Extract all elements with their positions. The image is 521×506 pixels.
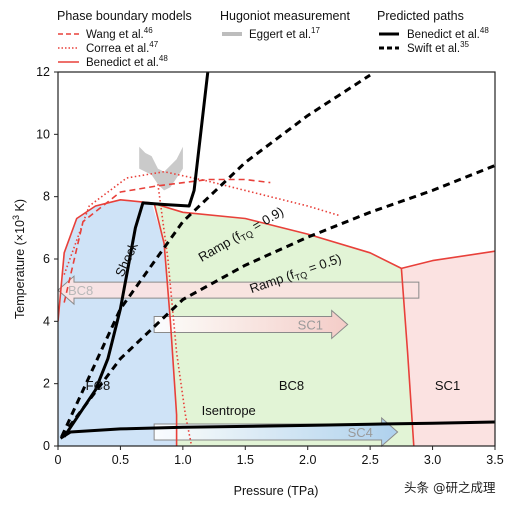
x-tick-label: 1.0	[174, 453, 191, 467]
path-ramp-0-9	[60, 73, 371, 438]
legend-label-correa: Correa et al.47	[86, 40, 159, 55]
x-tick-label: 2.5	[361, 453, 378, 467]
path-ramp-0-5	[60, 164, 495, 438]
boundary-correa-fc8-bc8	[157, 184, 193, 446]
y-axis-ticks: 0 2 4 6 8 10 12	[36, 65, 50, 453]
path-isentrope	[59, 420, 495, 440]
legend-group-predicted-paths: Predicted paths Benedict et al.48 Swift …	[377, 9, 489, 55]
x-axis-ticks: 0 0.5 1.0 1.5 2.0 2.5 3.0 3.5	[55, 453, 504, 467]
axis-tick-marks	[54, 71, 496, 450]
arrow-label-bc8: BC8	[68, 283, 93, 298]
hugoniot-band-group	[139, 146, 183, 191]
region-labels: FC8 BC8 SC1	[86, 378, 461, 393]
y-tick-label: 6	[43, 252, 50, 266]
x-axis-label: Pressure (TPa)	[234, 484, 319, 498]
legend-label-wang: Wang et al.46	[86, 26, 153, 41]
y-tick-label: 0	[43, 439, 50, 453]
legend-label-benedict-path: Benedict et al.48	[407, 26, 489, 41]
hugoniot-band-eggert	[139, 146, 183, 191]
legend-title-predicted-paths: Predicted paths	[377, 9, 464, 23]
region-label-bc8: BC8	[279, 378, 304, 393]
phase-transition-arrows: BC8 SC1 SC4	[57, 275, 420, 448]
arrow-label-sc1: SC1	[298, 317, 323, 332]
path-shock	[62, 72, 210, 438]
x-tick-label: 0	[55, 453, 62, 467]
y-tick-label: 12	[36, 65, 50, 79]
y-axis-label: Temperature (×103 K)	[11, 199, 27, 319]
x-tick-label: 0.5	[112, 453, 129, 467]
legend-label-swift-path: Swift et al.35	[407, 40, 470, 55]
legend-group-hugoniot: Hugoniot measurement Eggert et al.17	[220, 9, 350, 41]
legend-group-phase-boundaries: Phase boundary models Wang et al.46 Corr…	[57, 9, 192, 69]
y-tick-label: 10	[36, 127, 50, 141]
x-tick-label: 3.5	[486, 453, 503, 467]
legend: Phase boundary models Wang et al.46 Corr…	[57, 9, 489, 69]
path-label-isentrope: Isentrope	[202, 403, 256, 418]
region-label-sc1: SC1	[435, 378, 460, 393]
legend-title-phase-boundaries: Phase boundary models	[57, 9, 192, 23]
y-tick-label: 4	[43, 314, 50, 328]
plot-area: BC8 SC1 SC4 FC8 BC8 SC1 Shock	[11, 65, 504, 498]
legend-label-benedict-boundary: Benedict et al.48	[86, 54, 168, 69]
boundary-benedict-fc8-bc8	[153, 202, 178, 446]
legend-title-hugoniot: Hugoniot measurement	[220, 9, 350, 23]
boundary-correa	[63, 170, 340, 275]
y-tick-label: 2	[43, 377, 50, 391]
y-tick-label: 8	[43, 190, 50, 204]
watermark-text: 头条 @研之成理	[404, 480, 496, 495]
arrow-sc1	[153, 309, 349, 340]
region-sc1-fill	[401, 251, 495, 446]
x-tick-label: 1.5	[237, 453, 254, 467]
boundary-benedict-bc8-sc1	[400, 268, 415, 446]
phase-boundary-lines	[58, 170, 495, 446]
legend-label-eggert: Eggert et al.17	[249, 26, 320, 41]
arrow-label-sc4: SC4	[348, 425, 373, 440]
x-tick-label: 3.0	[424, 453, 441, 467]
predicted-path-lines	[59, 72, 495, 440]
x-tick-label: 2.0	[299, 453, 316, 467]
region-label-fc8: FC8	[86, 378, 111, 393]
